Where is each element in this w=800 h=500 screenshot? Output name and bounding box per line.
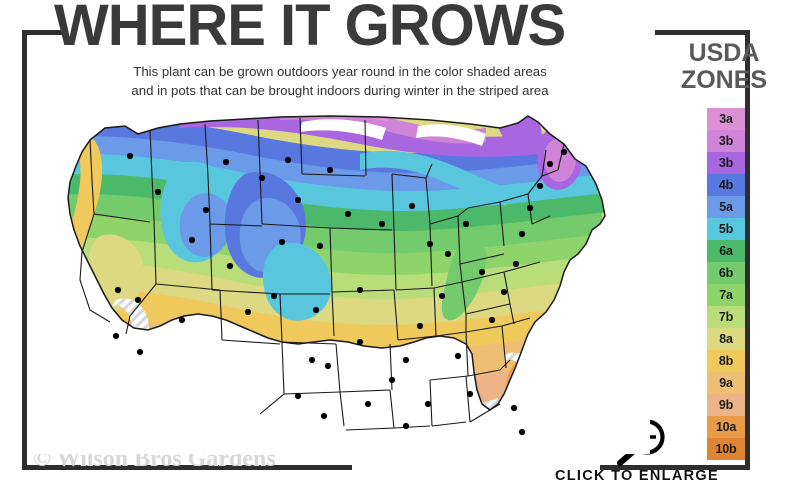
legend-swatch-7b: 7b [707, 306, 745, 328]
frame-left-edge [22, 30, 27, 470]
usda-zone-legend: 3a 3b 3b 4b 5a 5b 6a 6b 7a 7b 8a 8b 9a 9b 10a 10b [707, 108, 745, 460]
legend-swatch-6b: 6b [707, 262, 745, 284]
legend-swatch-10a: 10a [707, 416, 745, 438]
legend-swatch-4b: 4b [707, 174, 745, 196]
usa-hardiness-map[interactable] [30, 104, 650, 454]
frame-bottom-right-edge [600, 465, 750, 470]
legend-swatch-5b: 5b [707, 218, 745, 240]
frame-bottom-left-edge [22, 465, 352, 470]
frame-right-edge [745, 30, 750, 470]
state-borders [67, 115, 606, 431]
legend-title-line-2: ZONES [680, 65, 768, 94]
legend-swatch-7a: 7a [707, 284, 745, 306]
legend-swatch-9b: 9b [707, 394, 745, 416]
legend-swatch-9a: 9a [707, 372, 745, 394]
legend-swatch-8b: 8b [707, 350, 745, 372]
legend-title-line-1: USDA [688, 39, 760, 67]
legend-swatch-10b: 10b [707, 438, 745, 460]
legend-swatch-3b-dup: 3b [707, 152, 745, 174]
subtitle-line-1: This plant can be grown outdoors year ro… [133, 64, 547, 79]
page-title: WHERE IT GROWS [54, 0, 566, 58]
legend-title: USDA ZONES [660, 40, 788, 93]
legend-swatch-3b: 3b [707, 130, 745, 152]
subtitle-line-2: and in pots that can be brought indoors … [131, 83, 549, 99]
frame-top-left-edge [22, 30, 66, 35]
frame-top-right-edge [655, 30, 750, 35]
click-to-enlarge-label[interactable]: CLICK TO ENLARGE [555, 468, 719, 484]
legend-swatch-5a: 5a [707, 196, 745, 218]
legend-swatch-6a: 6a [707, 240, 745, 262]
subtitle: This plant can be grown outdoors year ro… [40, 62, 640, 100]
legend-swatch-8a: 8a [707, 328, 745, 350]
legend-swatch-3a: 3a [707, 108, 745, 130]
usa-map-svg [30, 104, 650, 454]
city-dots [112, 148, 568, 436]
